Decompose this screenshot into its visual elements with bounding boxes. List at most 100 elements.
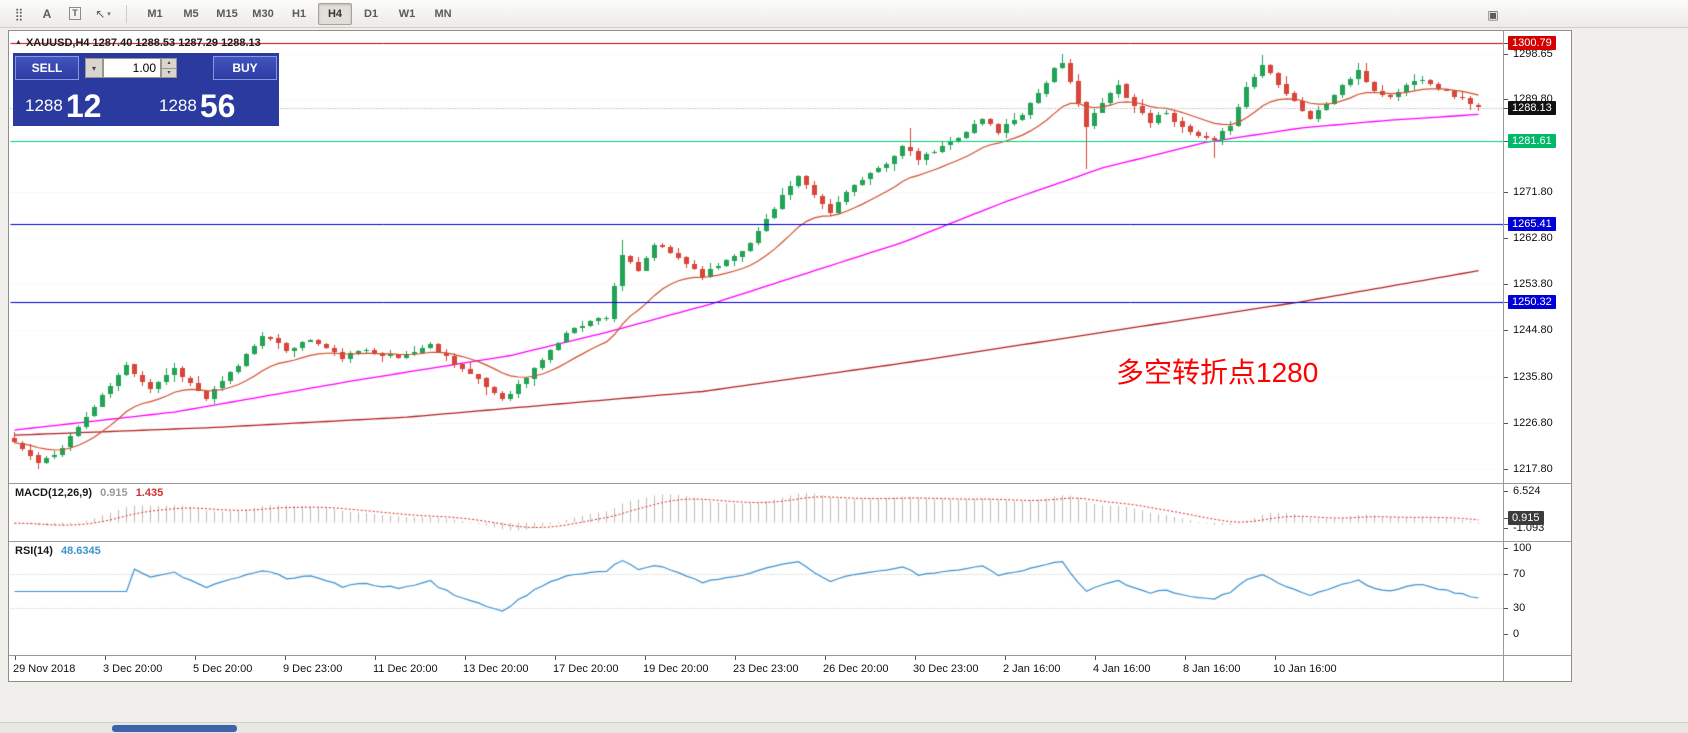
axis-tick (1504, 377, 1508, 378)
rsi-axis-label: 70 (1513, 568, 1526, 580)
axis-tick (1504, 99, 1508, 100)
lot-decrease-button[interactable]: ▾ (161, 68, 177, 78)
one-click-sell-button[interactable]: SELL (15, 56, 79, 80)
price-axis[interactable]: 1298.65 1289.80 1271.80 1262.80 1253.80 1244.… (1504, 31, 1571, 681)
grid-icon[interactable]: ⣿ (6, 2, 32, 26)
timeframe-button-h4[interactable]: H4 (318, 2, 352, 25)
time-axis-label: 11 Dec 20:00 (373, 663, 438, 675)
macd-signal-value: 1.435 (135, 487, 164, 499)
text-a-icon[interactable]: A (34, 2, 60, 26)
time-axis-tick (1005, 656, 1006, 660)
symbol-marker-icon: ▲ (15, 39, 22, 46)
time-axis-tick (735, 656, 736, 660)
axis-tick (1504, 284, 1508, 285)
timeframe-button-m5[interactable]: M5 (183, 7, 199, 20)
scrollbar-thumb[interactable] (112, 725, 237, 732)
axis-tick (1504, 634, 1508, 635)
rsi-axis-label: 0 (1513, 628, 1520, 640)
time-axis-tick (1095, 656, 1096, 660)
timeframe-button-d1[interactable]: D1 (363, 7, 379, 20)
axis-tick (1504, 141, 1508, 142)
trade-panel-price-row: 1288 12 1288 56 (13, 80, 279, 126)
macd-label: MACD(12,26,9) 0.915 1.435 (15, 487, 163, 499)
time-axis-tick (555, 656, 556, 660)
rsi-axis-label: 30 (1513, 602, 1526, 614)
price-axis-label: 1217.80 (1513, 463, 1553, 475)
text-label-icon[interactable]: T (62, 2, 88, 26)
time-axis-label: 2 Jan 16:00 (1003, 663, 1061, 675)
axis-tick (1504, 192, 1508, 193)
timeframe-group: M1 M5 M15 M30 H1 H4 D1 W1 MN (137, 2, 461, 25)
time-axis-tick (105, 656, 106, 660)
time-axis-label: 9 Dec 23:00 (283, 663, 343, 675)
chevron-down-icon: ▾ (107, 10, 111, 18)
sell-price-display[interactable]: 1288 12 (13, 80, 145, 126)
rsi-value: 48.6345 (60, 545, 101, 557)
axis-tick (1504, 491, 1508, 492)
lot-increase-button[interactable]: ▴ (161, 58, 177, 69)
time-axis-tick (645, 656, 646, 660)
rsi-axis-label: 100 (1513, 542, 1532, 554)
toolbar-right-group: ▣ (1480, 3, 1508, 27)
timeframe-button-h1[interactable]: H1 (291, 7, 307, 20)
text-a-icon-glyph: A (42, 6, 52, 21)
sell-price-pips: 12 (65, 88, 102, 124)
one-click-trading-panel: SELL ▾ ▴ ▾ BUY 1288 12 1288 56 (13, 53, 279, 126)
price-axis-label: 1244.80 (1513, 324, 1553, 336)
rsi-title: RSI(14) (15, 545, 53, 557)
panel-separator (9, 483, 1571, 484)
timeframe-button-m15[interactable]: M15 (216, 7, 238, 20)
axis-tick (1504, 224, 1508, 225)
buy-price-main: 1288 (159, 96, 197, 115)
price-axis-label: 1235.80 (1513, 371, 1553, 383)
time-axis-label: 30 Dec 23:00 (913, 663, 979, 675)
symbol-header: ▲ XAUUSD,H4 1287.40 1288.53 1287.29 1288.… (15, 37, 261, 49)
chart-window-icon-glyph: ▣ (1487, 8, 1499, 22)
grid-icon-glyph: ⣿ (14, 6, 24, 21)
price-axis-value-box: 1250.32 (1508, 295, 1556, 309)
axis-tick (1504, 469, 1508, 470)
timeframe-button-w1[interactable]: W1 (398, 7, 416, 20)
axis-tick (1504, 330, 1508, 331)
chart-window-icon[interactable]: ▣ (1480, 3, 1506, 27)
axis-tick (1504, 423, 1508, 424)
time-axis-label: 3 Dec 20:00 (103, 663, 163, 675)
buy-price-display[interactable]: 1288 56 (145, 80, 279, 126)
toolbar: ⣿ A T ↖ ▾ M1 M5 M15 M30 H1 H4 D1 W1 MN ▣ (0, 0, 1688, 28)
time-axis-tick (195, 656, 196, 660)
axis-tick (1504, 548, 1508, 549)
axis-tick (1504, 54, 1508, 55)
macd-axis-label: -1.093 (1513, 522, 1545, 534)
cursor-style-icon[interactable]: ↖ ▾ (90, 2, 116, 26)
time-axis-tick (465, 656, 466, 660)
timeframe-button-m1[interactable]: M1 (147, 7, 163, 20)
axis-tick (1504, 238, 1508, 239)
axis-tick (1504, 574, 1508, 575)
time-axis-label: 13 Dec 20:00 (463, 663, 529, 675)
macd-canvas[interactable] (10, 484, 1503, 541)
symbol-ohlc-text: XAUUSD,H4 1287.40 1288.53 1287.29 1288.1… (25, 37, 261, 49)
lot-size-input[interactable] (103, 58, 161, 78)
time-axis-tick (285, 656, 286, 660)
chevron-down-icon: ▾ (91, 63, 96, 73)
sell-price-main: 1288 (25, 96, 63, 115)
price-axis-value-box: 1300.79 (1508, 36, 1556, 50)
timeframe-button-m30[interactable]: M30 (252, 7, 274, 20)
price-axis-label: 1226.80 (1513, 417, 1553, 429)
price-axis-label: 1298.65 (1513, 48, 1553, 60)
time-axis-label: 23 Dec 23:00 (733, 663, 799, 675)
time-axis-label: 4 Jan 16:00 (1093, 663, 1151, 675)
horizontal-scrollbar[interactable] (0, 722, 1688, 733)
rsi-canvas[interactable] (10, 542, 1503, 655)
time-axis-label: 5 Dec 20:00 (193, 663, 253, 675)
time-axis-label: 17 Dec 20:00 (553, 663, 619, 675)
text-label-icon-glyph: T (69, 7, 81, 20)
toolbar-separator (126, 4, 127, 23)
timeframe-button-mn[interactable]: MN (434, 7, 452, 20)
time-axis-tick (915, 656, 916, 660)
one-click-buy-button[interactable]: BUY (213, 56, 277, 80)
price-axis-label: 1271.80 (1513, 186, 1553, 198)
axis-tick (1504, 608, 1508, 609)
lot-options-button[interactable]: ▾ (85, 58, 103, 78)
time-axis[interactable]: 29 Nov 2018 3 Dec 20:00 5 Dec 20:00 9 Dec 2… (9, 655, 1571, 680)
